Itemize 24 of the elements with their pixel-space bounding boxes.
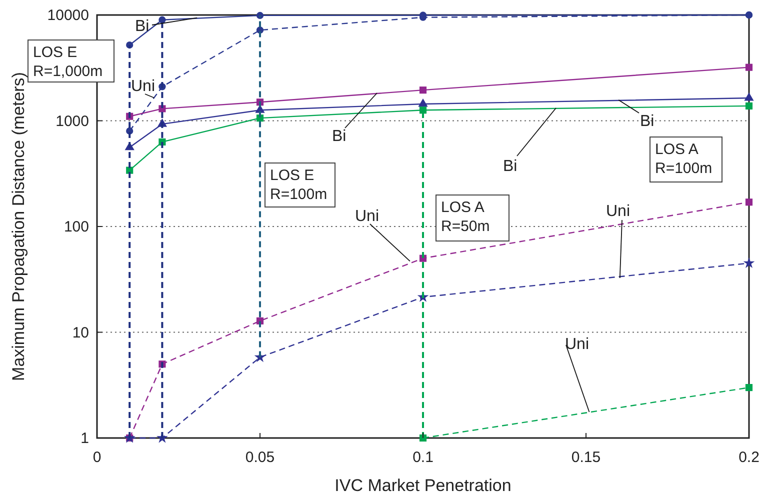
annotation: LOS E R=1,000m: [33, 44, 103, 80]
y-tick-label: 10000: [47, 7, 89, 24]
y-tick-label: 10: [72, 324, 89, 342]
annotation: Bi: [332, 128, 346, 145]
y-tick-label: 1: [80, 430, 89, 447]
annotation: Bi: [640, 113, 654, 130]
x-axis-title: IVC Market Penetration: [334, 476, 512, 495]
y-axis-title: Maximum Propagation Distance (meters): [9, 72, 28, 381]
annotation: Uni: [355, 208, 380, 225]
annotation: LOS A R=50m: [441, 199, 490, 235]
x-tick-label: 0.1: [412, 449, 434, 466]
annotation: Uni: [606, 203, 630, 220]
annotation: LOS A R=100m: [655, 141, 712, 177]
annotation: Bi: [135, 18, 150, 35]
annotation: Uni: [131, 78, 156, 95]
annotation: Bi: [503, 158, 518, 175]
y-tick-label: 1000: [56, 112, 89, 130]
x-tick-label: 0.15: [571, 449, 601, 466]
x-tick-label: 0.2: [738, 449, 760, 466]
annotation: LOS E R=100m: [270, 167, 328, 203]
x-tick-label: 0.05: [245, 449, 275, 466]
x-tick-label: 0: [92, 449, 102, 466]
y-tick-label: 100: [64, 218, 89, 236]
annotation: Uni: [565, 336, 590, 353]
